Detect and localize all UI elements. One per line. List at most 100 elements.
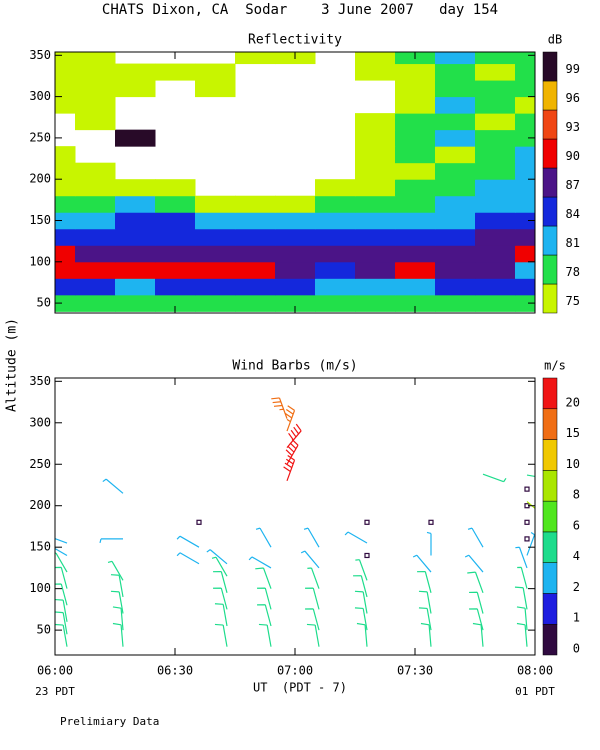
- wind-barb: [258, 623, 272, 647]
- wind-barb: [211, 556, 228, 577]
- heat-cell: [55, 245, 76, 263]
- colorbar-label: m/s: [544, 359, 566, 373]
- heat-cell: [395, 195, 436, 213]
- wind-barb: [107, 560, 124, 581]
- heat-cell: [315, 179, 356, 197]
- heat-cell: [395, 212, 436, 230]
- wind-barb: [112, 622, 124, 647]
- heat-cell: [355, 294, 396, 312]
- heat-cell: [55, 162, 76, 180]
- wind-barb: [271, 397, 288, 419]
- y-axis-label: Altitude (m): [5, 318, 20, 412]
- wind-barb: [303, 527, 320, 548]
- heat-cell: [55, 195, 76, 213]
- heat-cell: [275, 261, 316, 279]
- plot-area: [55, 52, 535, 312]
- wind-barb: [55, 547, 68, 556]
- y-tick-label: 50: [37, 623, 51, 637]
- wind-barb: [306, 623, 320, 647]
- colorbar-tick-label: 1: [573, 611, 580, 625]
- colorbar-tick-label: 6: [573, 518, 580, 532]
- heat-cell: [435, 245, 476, 263]
- y-tick-label: 150: [29, 540, 51, 554]
- x-tick-label: 06:30: [157, 664, 193, 678]
- heat-cell: [235, 195, 276, 213]
- heat-cell: [435, 52, 476, 65]
- heat-cell: [75, 261, 116, 279]
- wind-barb: [283, 455, 296, 482]
- heat-cell: [315, 228, 356, 246]
- wind-barb: [516, 622, 528, 647]
- calm-marker: [196, 519, 202, 525]
- heat-cell: [75, 52, 116, 65]
- calm-marker: [428, 519, 434, 525]
- heat-cell: [115, 63, 156, 81]
- colorbar-tick-label: 78: [566, 265, 580, 279]
- wind-barb: [110, 590, 124, 614]
- heat-cell: [75, 162, 116, 180]
- heat-cell: [515, 195, 535, 213]
- wind-barb: [482, 473, 507, 483]
- wind-barb: [285, 439, 299, 465]
- heat-cell: [75, 80, 116, 98]
- heat-cell: [475, 278, 516, 296]
- wind-barb: [526, 474, 535, 478]
- wind-barb: [257, 587, 272, 610]
- heat-cell: [195, 261, 236, 279]
- wind-barb: [418, 590, 432, 614]
- heat-cell: [515, 294, 535, 312]
- heat-cell: [315, 278, 356, 296]
- heat-cell: [435, 212, 476, 230]
- heat-cell: [435, 129, 476, 147]
- heat-cell: [435, 96, 476, 114]
- heat-cell: [155, 278, 196, 296]
- heat-cell: [155, 195, 196, 213]
- heat-cell: [435, 195, 476, 213]
- heat-cell: [435, 294, 476, 312]
- wind-barb: [55, 538, 68, 544]
- heat-cell: [395, 278, 436, 296]
- heat-cell: [75, 113, 116, 131]
- wind-barb: [344, 531, 368, 544]
- heat-cell: [515, 63, 535, 81]
- heat-cell: [355, 179, 396, 197]
- heat-cell: [435, 146, 476, 164]
- heat-cell: [155, 179, 196, 197]
- y-tick-label: 50: [37, 296, 51, 310]
- heat-cell: [355, 113, 396, 131]
- heat-cell: [355, 63, 396, 81]
- calm-marker: [364, 552, 370, 559]
- heat-cell: [315, 195, 356, 213]
- heat-cell: [355, 129, 396, 147]
- wind-barb: [55, 566, 68, 589]
- wind-barb: [248, 556, 272, 569]
- wind-barb: [467, 571, 484, 594]
- wind-barb: [307, 567, 320, 589]
- heat-cell: [515, 179, 535, 197]
- heat-cell: [75, 278, 116, 296]
- colorbar-segment: [542, 562, 558, 594]
- colorbar-tick-label: 99: [566, 62, 580, 76]
- heat-cell: [115, 245, 156, 263]
- calm-marker: [524, 486, 530, 492]
- colorbar-segment: [542, 109, 558, 140]
- heat-cell: [475, 80, 516, 98]
- heat-cell: [395, 245, 436, 263]
- heat-cell: [355, 52, 396, 65]
- wind-barb: [99, 538, 123, 544]
- wind-barb: [286, 423, 302, 449]
- heat-cell: [475, 294, 516, 312]
- heat-cell: [435, 113, 476, 131]
- x-tick-label: 06:00: [37, 664, 73, 678]
- heat-cell: [435, 63, 476, 81]
- wind-barb: [110, 574, 124, 598]
- colorbar-tick-label: 4: [573, 549, 580, 563]
- heat-cell: [195, 80, 236, 98]
- colorbar-tick-label: 81: [566, 236, 580, 250]
- heat-cell: [435, 179, 476, 197]
- heat-cell: [115, 80, 156, 98]
- heat-cell: [115, 294, 156, 312]
- x-end-label: 01 PDT: [515, 685, 555, 698]
- colorbar-segment: [542, 196, 558, 227]
- colorbar-tick-label: 8: [573, 488, 580, 502]
